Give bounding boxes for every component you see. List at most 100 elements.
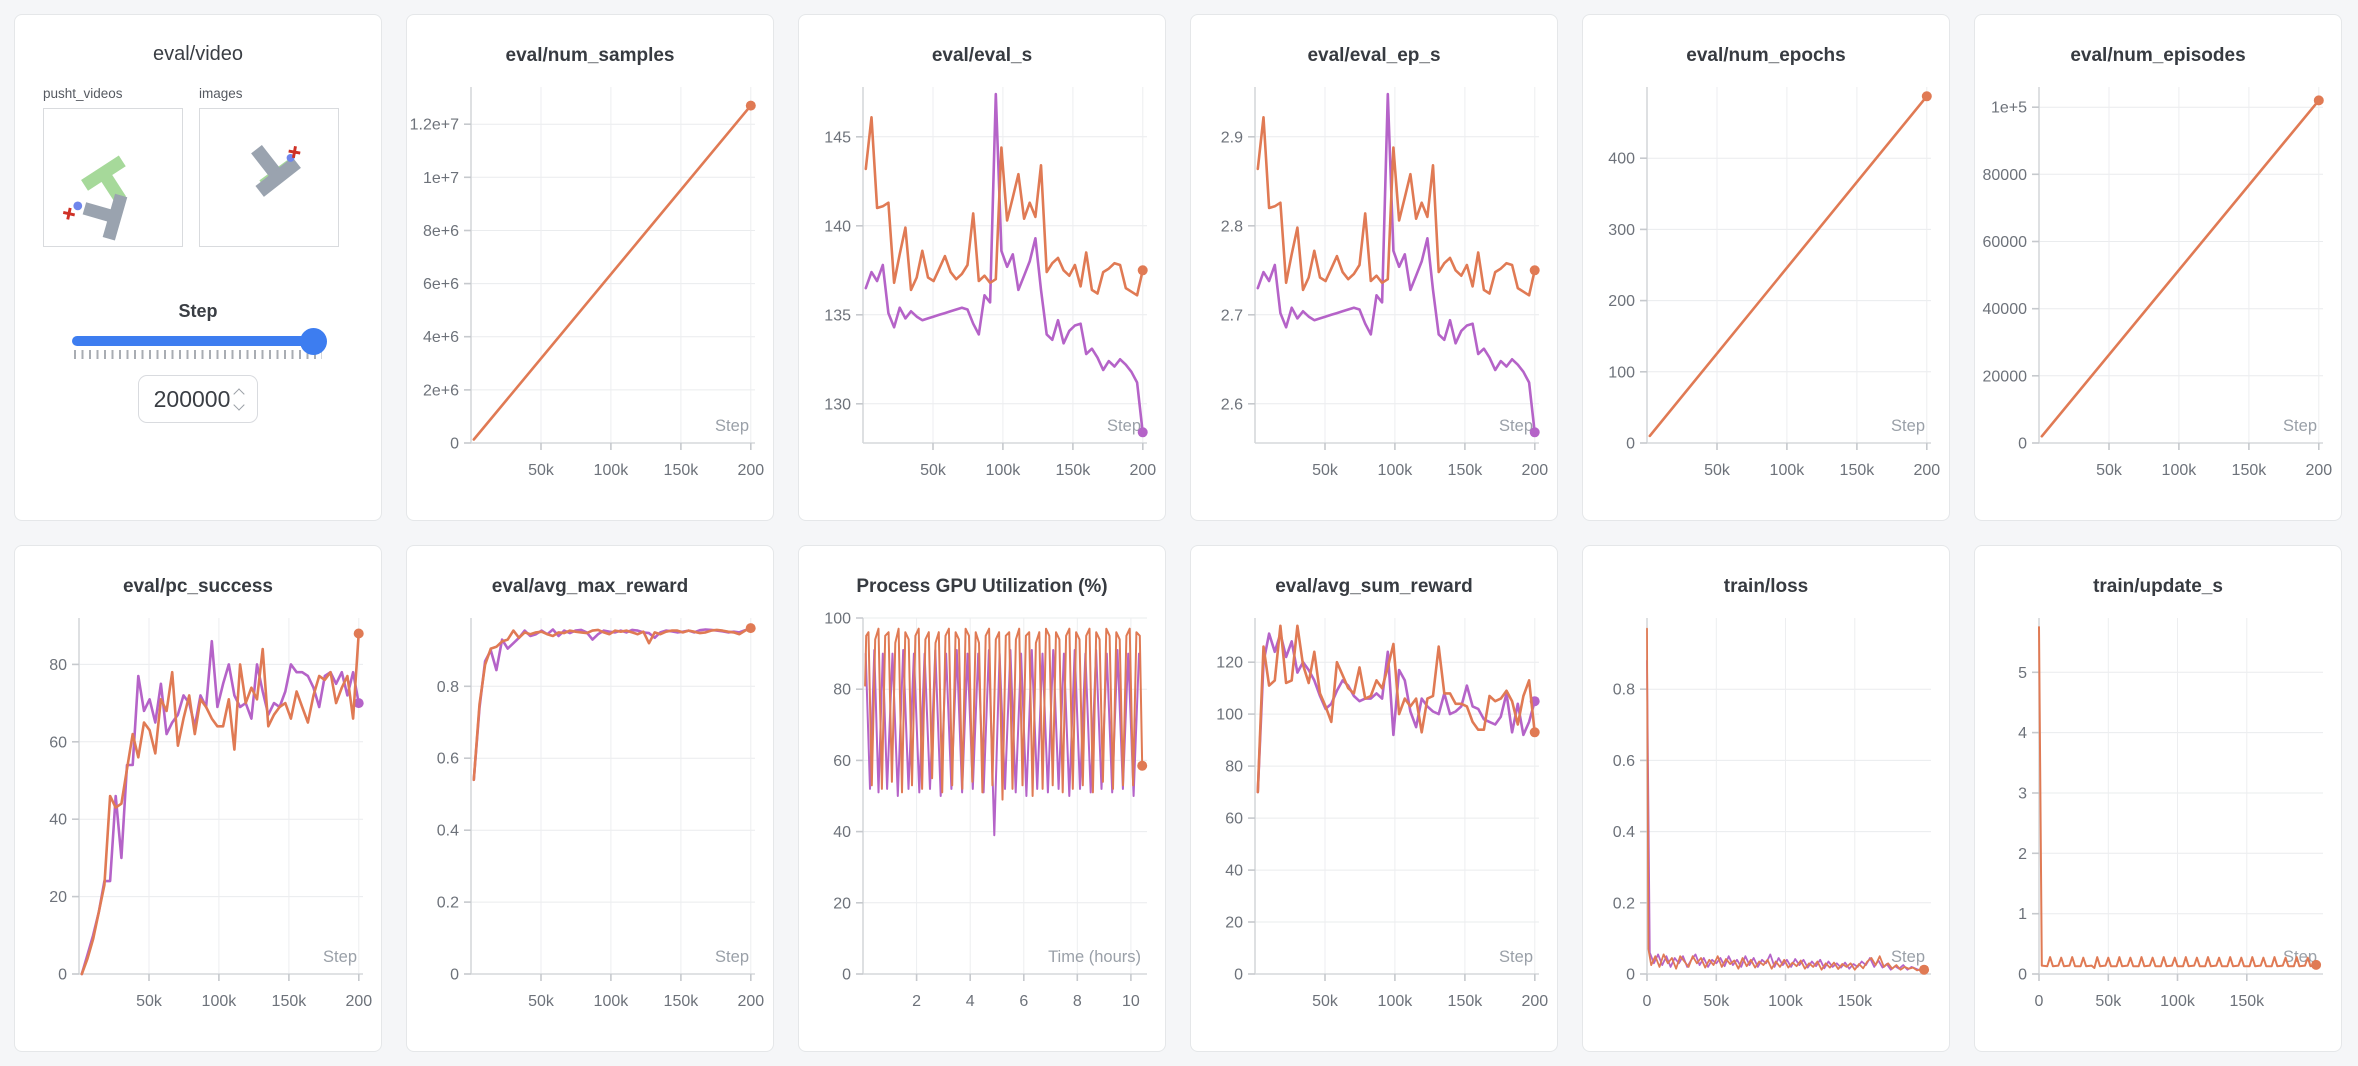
chart-plot-eval-eval-s[interactable]: 130 135 140 145 50k 100k 150k 200 Step — [799, 75, 1166, 505]
spinner-down-icon[interactable] — [233, 398, 245, 411]
series-end-dot-orange — [1921, 91, 1932, 102]
series-end-dot-orange — [2313, 95, 2324, 106]
media-key-label: images — [199, 86, 243, 101]
chart-card-eval-eval-s[interactable]: eval/eval_s 130 135 140 145 50k 100k 150k 200 Ste… — [798, 14, 1166, 521]
x-tick-label: 200 — [1913, 462, 1940, 479]
pusht-video-frame — [62, 155, 128, 241]
series-line-purple — [864, 649, 1140, 837]
x-tick-label: 50k — [920, 462, 947, 479]
y-tick-label: 300 — [1608, 222, 1635, 239]
x-tick-label: 150k — [2229, 993, 2265, 1010]
y-tick-label: 0.6 — [1613, 753, 1635, 770]
chart-card-eval-pc-success[interactable]: eval/pc_success 0 20 40 60 80 50k 100k 150k 200 St… — [14, 545, 382, 1052]
step-slider-thumb[interactable] — [300, 328, 327, 355]
series-line-purple — [864, 92, 1145, 434]
x-tick-label: 150k — [1448, 993, 1484, 1010]
chart-plot-eval-num-samples[interactable]: 0 2e+6 4e+6 6e+6 8e+6 1e+7 1.2e+7 50k 100k 150k 20… — [407, 75, 774, 505]
chart-plot-train-loss[interactable]: 0 0.2 0.4 0.6 0.8 0 50k 100k 150k Step — [1583, 606, 1950, 1036]
chart-title: eval/eval_s — [931, 45, 1033, 66]
video-thumbnail-pusht-videos[interactable] — [43, 108, 183, 247]
chart-plot-eval-avg-max-reward[interactable]: 0 0.2 0.4 0.6 0.8 50k 100k 150k 200 Step — [407, 606, 774, 1036]
x-tick-label: 50k — [1312, 993, 1339, 1010]
step-input-value[interactable] — [153, 385, 231, 413]
x-tick-label: 200 — [1521, 993, 1548, 1010]
x-tick-label: 50k — [2096, 462, 2123, 479]
series-line-orange — [2038, 626, 2318, 969]
chart-card-train-loss[interactable]: train/loss 0 0.2 0.4 0.6 0.8 0 50k 100k 150k Step — [1582, 545, 1950, 1052]
chart-plot-eval-num-episodes[interactable]: 0 20000 40000 60000 80000 1e+5 50k 100k 150k 200 S… — [1975, 75, 2342, 505]
chart-title: eval/num_epochs — [1686, 45, 1846, 66]
chart-card-eval-avg-sum-reward[interactable]: eval/avg_sum_reward 0 20 40 60 80 100 120 50k 100… — [1190, 545, 1558, 1052]
chart-plot-eval-pc-success[interactable]: 0 20 40 60 80 50k 100k 150k 200 Step — [15, 606, 382, 1036]
y-tick-label: 0 — [1626, 436, 1635, 453]
y-tick-label: 1 — [2018, 906, 2027, 923]
x-tick-label: 50k — [528, 993, 555, 1010]
step-slider[interactable] — [72, 328, 327, 355]
y-tick-label: 2.6 — [1221, 396, 1243, 413]
y-tick-label: 6e+6 — [423, 276, 459, 293]
step-input-spinner[interactable] — [233, 387, 245, 411]
spinner-up-icon[interactable] — [233, 387, 245, 400]
x-tick-label: 150k — [2232, 462, 2268, 479]
chart-plot-eval-eval-ep-s[interactable]: 2.6 2.7 2.8 2.9 50k 100k 150k 200 Step — [1191, 75, 1558, 505]
series-line-orange — [1256, 115, 1537, 297]
y-tick-label: 1e+7 — [423, 170, 459, 187]
x-tick-label: 150k — [1837, 993, 1873, 1010]
y-tick-label: 20 — [833, 895, 851, 912]
x-axis-title: Time (hours) — [1048, 948, 1141, 966]
series-end-dot-orange — [1529, 727, 1540, 738]
x-tick-label: 100k — [2160, 993, 2196, 1010]
x-axis-title: Step — [715, 948, 749, 966]
y-tick-label: 2e+6 — [423, 382, 459, 399]
y-tick-label: 80 — [1225, 759, 1243, 776]
series-end-dot-purple — [1529, 427, 1540, 438]
y-tick-label: 0.6 — [437, 751, 459, 768]
step-slider-track[interactable] — [72, 336, 324, 346]
x-axis-title: Step — [1891, 948, 1925, 966]
x-tick-label: 100k — [2162, 462, 2198, 479]
x-tick-label: 150k — [1448, 462, 1484, 479]
y-tick-label: 130 — [824, 396, 851, 413]
x-tick-label: 50k — [1704, 462, 1731, 479]
y-tick-label: 0 — [450, 967, 459, 984]
chart-title: train/loss — [1723, 576, 1809, 597]
chart-card-eval-num-samples[interactable]: eval/num_samples 0 2e+6 4e+6 6e+6 8e+6 1e+7 1.2… — [406, 14, 774, 521]
y-tick-label: 60 — [833, 753, 851, 770]
chart-plot-eval-num-epochs[interactable]: 0 100 200 300 400 50k 100k 150k 200 Step — [1583, 75, 1950, 505]
chart-card-eval-avg-max-reward[interactable]: eval/avg_max_reward 0 0.2 0.4 0.6 0.8 50k 100k 1… — [406, 545, 774, 1052]
x-tick-label: 8 — [1073, 993, 1082, 1010]
chart-card-eval-num-epochs[interactable]: eval/num_epochs 0 100 200 300 400 50k 100k 150k 2… — [1582, 14, 1950, 521]
x-tick-label: 200 — [1521, 462, 1548, 479]
y-tick-label: 0 — [2018, 967, 2027, 984]
x-axis-title: Step — [1499, 417, 1533, 435]
y-tick-label: 40 — [1225, 863, 1243, 880]
panel-grid: eval/video pusht_videos — [14, 14, 2344, 1052]
y-tick-label: 0.2 — [437, 895, 459, 912]
series-line-purple — [80, 639, 361, 976]
y-tick-label: 60 — [1225, 811, 1243, 828]
image-thumbnail[interactable] — [199, 108, 339, 247]
series-line-orange — [864, 115, 1145, 297]
chart-title: train/update_s — [2093, 576, 2223, 597]
step-slider-tick-marks — [74, 350, 322, 359]
y-tick-label: 2.8 — [1221, 218, 1243, 235]
media-panel-card[interactable]: eval/video pusht_videos — [14, 14, 382, 521]
chart-plot-eval-avg-sum-reward[interactable]: 0 20 40 60 80 100 120 50k 100k 150k 200 Step — [1191, 606, 1558, 1036]
step-input[interactable] — [138, 375, 258, 423]
x-tick-label: 50k — [528, 462, 555, 479]
x-tick-label: 100k — [202, 993, 238, 1010]
chart-plot-process-gpu-utilization[interactable]: 0 20 40 60 80 100 2 4 6 8 10 Time (hours) — [799, 606, 1166, 1036]
step-slider-label: Step — [178, 301, 218, 321]
y-tick-label: 40 — [833, 824, 851, 841]
chart-card-eval-num-episodes[interactable]: eval/num_episodes 0 20000 40000 60000 80000 1e… — [1974, 14, 2342, 521]
chart-card-eval-eval-ep-s[interactable]: eval/eval_ep_s 2.6 2.7 2.8 2.9 50k 100k 150k 200… — [1190, 14, 1558, 521]
chart-card-process-gpu-utilization[interactable]: Process GPU Utilization (%) 0 20 40 60 80 100 2… — [798, 545, 1166, 1052]
x-tick-label: 200 — [737, 993, 764, 1010]
x-axis-title: Step — [2283, 417, 2317, 435]
chart-card-train-update-s[interactable]: train/update_s 0 1 2 3 4 5 0 50k 100k 150k Step — [1974, 545, 2342, 1052]
series-end-dot-purple — [1137, 427, 1148, 438]
x-tick-label: 100k — [1768, 993, 1804, 1010]
image-frame — [251, 144, 301, 197]
y-tick-label: 140 — [824, 218, 851, 235]
